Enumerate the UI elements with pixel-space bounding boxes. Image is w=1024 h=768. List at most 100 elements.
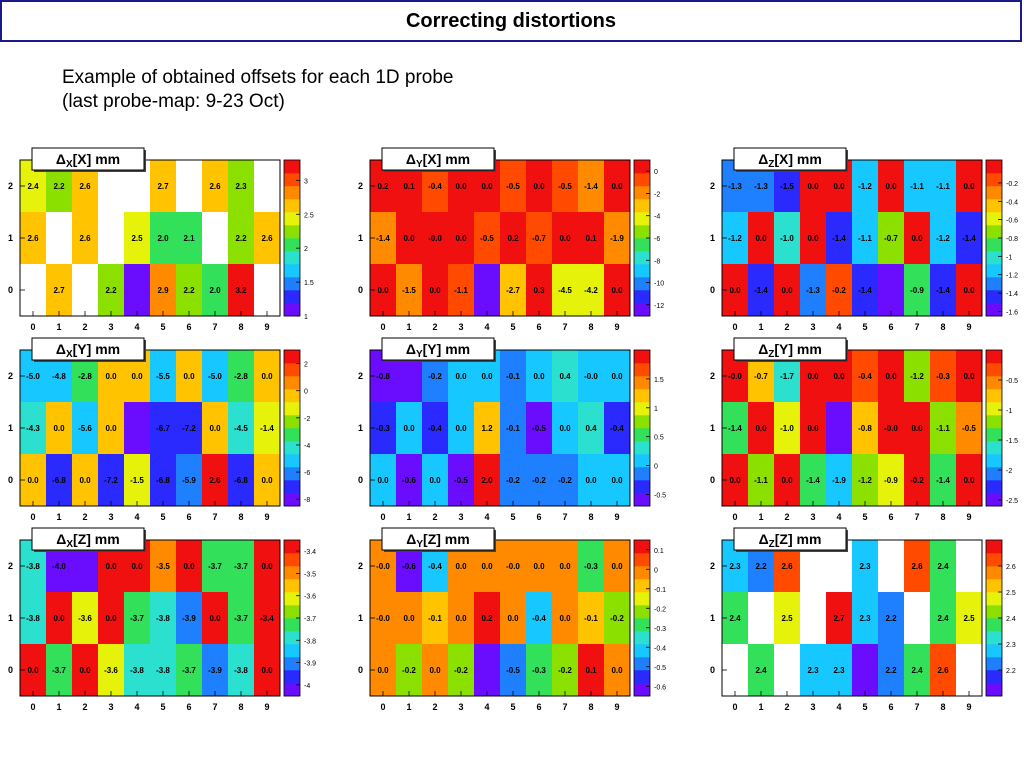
colorbar-tick-label: -3.5 xyxy=(304,571,316,578)
heatmap-cell xyxy=(774,592,800,644)
colorbar-segment xyxy=(284,605,300,619)
heatmap-cell xyxy=(604,402,630,454)
heatmap-cell xyxy=(500,212,526,264)
colorbar-segment xyxy=(986,363,1002,377)
y-tick-label: 0 xyxy=(358,475,363,485)
heatmap-cell xyxy=(774,264,800,316)
heatmap-cell xyxy=(150,540,176,592)
heatmap-cell xyxy=(176,454,202,506)
colorbar-segment xyxy=(634,199,650,213)
heatmap-cell xyxy=(604,350,630,402)
heatmap-cell xyxy=(578,402,604,454)
colorbar-frame xyxy=(283,159,301,317)
colorbar-segment xyxy=(634,467,650,481)
x-tick-label: 9 xyxy=(614,512,619,522)
colorbar-segment xyxy=(986,605,1002,619)
heatmap-cell xyxy=(578,540,604,592)
heatmap-cell xyxy=(904,644,930,696)
colorbar-segment xyxy=(986,566,1002,580)
heatmap-cell xyxy=(526,592,552,644)
cell-value-label: 0.0 xyxy=(377,476,389,485)
heatmap-cell xyxy=(72,644,98,696)
cell-value-label: 0.0 xyxy=(559,614,571,623)
colorbar-segment xyxy=(634,553,650,567)
heatmap-cell xyxy=(448,592,474,644)
cell-value-label: -3.4 xyxy=(260,614,274,623)
chart-title: ΔZ[Z] mm xyxy=(759,531,822,550)
heatmap-cell xyxy=(98,264,124,316)
heatmap-cell xyxy=(878,454,904,506)
colorbar-segment xyxy=(284,566,300,580)
x-tick-label: 5 xyxy=(510,322,515,332)
heatmap-panel: -3.8 -4.0 0.0 0.0 -3.5 0.0 -3.7 -3.7 0.0 -3.8 0.0 -… xyxy=(8,527,316,712)
heatmap-cell xyxy=(474,264,500,316)
cell-value-label: 0.0 xyxy=(105,562,117,571)
cell-value-label: -1.5 xyxy=(130,476,144,485)
x-tick-label: 3 xyxy=(810,702,815,712)
heatmap-cell xyxy=(552,644,578,696)
heatmap-cell xyxy=(396,644,422,696)
heatmap-cell xyxy=(98,402,124,454)
cell-value-label: -0.9 xyxy=(910,286,924,295)
colorbar-tick-label: -0.5 xyxy=(654,492,666,499)
x-tick-label: 7 xyxy=(562,322,567,332)
cell-value-label: -3.9 xyxy=(182,614,196,623)
x-tick-label: 9 xyxy=(614,702,619,712)
cell-value-label: 2.6 xyxy=(79,234,91,243)
x-tick-label: 7 xyxy=(212,512,217,522)
x-tick-label: 9 xyxy=(966,322,971,332)
x-tick-label: 3 xyxy=(458,512,463,522)
heatmap-cell xyxy=(46,454,72,506)
colorbar-segment xyxy=(284,415,300,429)
colorbar-segment xyxy=(986,683,1002,697)
heatmap-cell xyxy=(254,350,280,402)
heatmap-cell xyxy=(448,212,474,264)
heatmap-cell xyxy=(930,212,956,264)
cell-value-label: -0.2 xyxy=(428,372,442,381)
cell-value-label: -0.6 xyxy=(402,476,416,485)
colorbar-segment xyxy=(986,199,1002,213)
x-tick-label: 1 xyxy=(406,322,411,332)
cell-value-label: -4.8 xyxy=(52,372,66,381)
heatmap-cell xyxy=(878,592,904,644)
cell-value-label: 0.0 xyxy=(559,234,571,243)
cell-value-label: 0.0 xyxy=(429,476,441,485)
x-tick-label: 2 xyxy=(784,512,789,522)
heatmap-cell xyxy=(526,454,552,506)
colorbar-segment xyxy=(284,290,300,304)
cell-value-label: 0.0 xyxy=(963,372,975,381)
colorbar-segment xyxy=(284,480,300,494)
heatmap-cell xyxy=(474,592,500,644)
heatmap-cell xyxy=(526,160,552,212)
cell-value-label: -0.2 xyxy=(532,476,546,485)
colorbar-segment xyxy=(284,540,300,554)
heatmap-cell xyxy=(800,454,826,506)
colorbar-segment xyxy=(986,402,1002,416)
heatmap-cell xyxy=(500,264,526,316)
cell-value-label: -0.8 xyxy=(858,424,872,433)
heatmap-cell xyxy=(124,402,150,454)
cell-value-label: 0.0 xyxy=(377,666,389,675)
cell-value-label: -1.4 xyxy=(806,476,820,485)
cell-value-label: 2.7 xyxy=(833,614,845,623)
heatmap-cell xyxy=(852,212,878,264)
heatmap-cell xyxy=(956,592,982,644)
cell-value-label: -0.1 xyxy=(584,614,598,623)
cell-value-label: -3.8 xyxy=(156,614,170,623)
heatmap-cell xyxy=(176,540,202,592)
cell-value-label: -6.8 xyxy=(52,476,66,485)
cell-value-label: 0.0 xyxy=(585,476,597,485)
colorbar-segment xyxy=(284,493,300,507)
cell-value-label: 0.0 xyxy=(261,476,273,485)
heatmap-cell xyxy=(904,212,930,264)
cell-value-label: 2.2 xyxy=(885,666,897,675)
colorbar-frame xyxy=(283,349,301,507)
cell-value-label: 0.0 xyxy=(105,372,117,381)
cell-value-label: -3.7 xyxy=(234,562,248,571)
cell-value-label: -0.5 xyxy=(506,666,520,675)
cell-value-label: -3.8 xyxy=(156,666,170,675)
x-tick-label: 0 xyxy=(30,702,35,712)
colorbar-segment xyxy=(986,644,1002,658)
x-tick-label: 8 xyxy=(238,702,243,712)
heatmap-cell xyxy=(552,212,578,264)
